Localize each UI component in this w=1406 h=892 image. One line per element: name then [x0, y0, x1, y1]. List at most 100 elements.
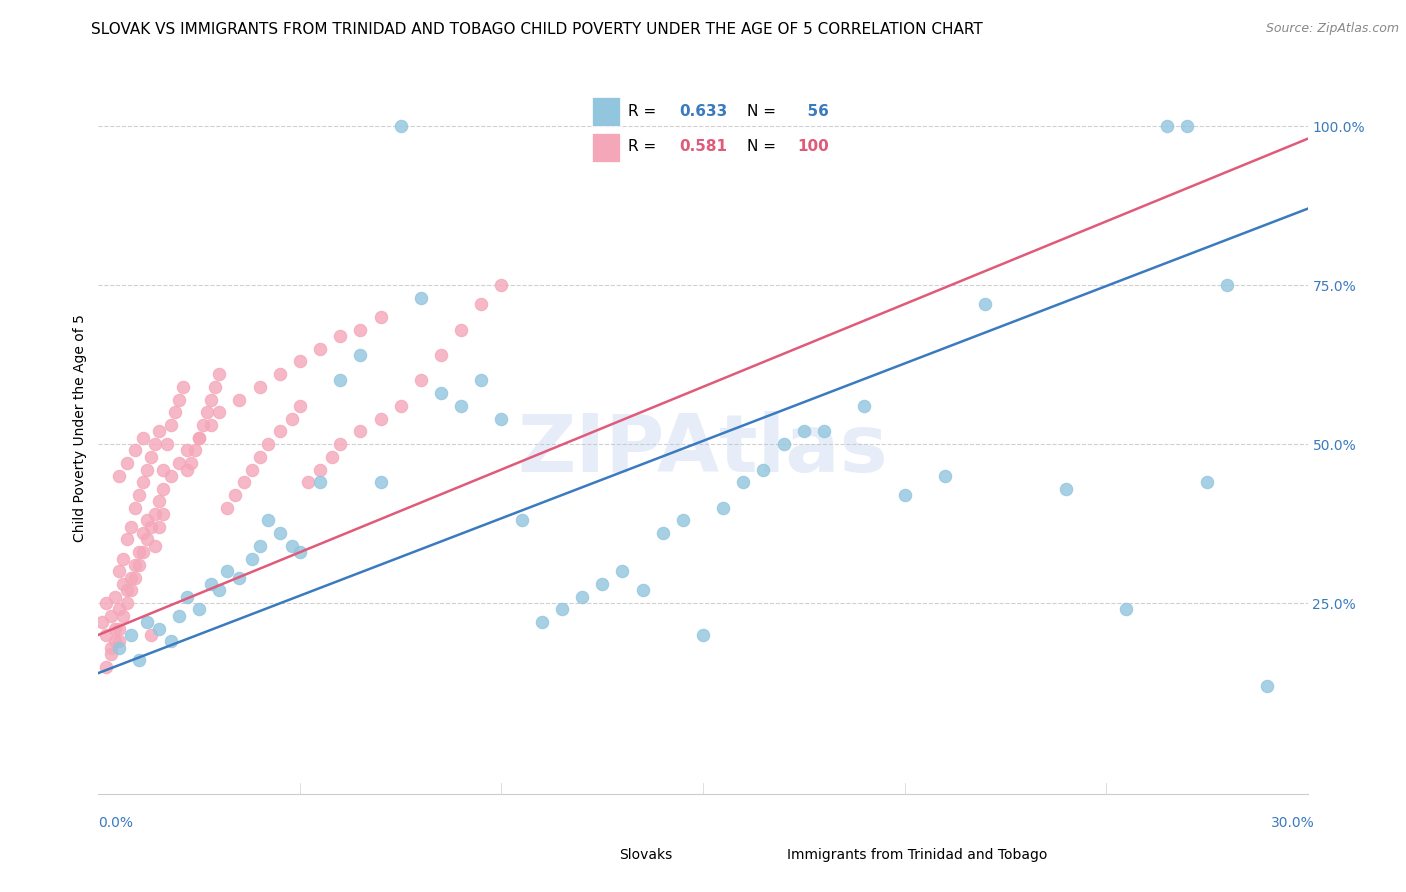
Point — [450, 322, 472, 336]
Point — [269, 367, 291, 381]
Point — [530, 615, 553, 629]
Point — [329, 329, 352, 343]
Point — [172, 380, 194, 394]
Point — [107, 564, 129, 578]
Point — [733, 475, 755, 490]
Point — [450, 399, 472, 413]
Point — [1216, 278, 1239, 293]
Point — [103, 622, 125, 636]
Point — [217, 500, 239, 515]
Point — [208, 405, 231, 419]
Point — [188, 431, 211, 445]
Text: Immigrants from Trinidad and Tobago: Immigrants from Trinidad and Tobago — [787, 847, 1047, 862]
Point — [232, 475, 254, 490]
Point — [135, 513, 157, 527]
Point — [288, 545, 311, 559]
Point — [124, 500, 146, 515]
Point — [491, 278, 513, 293]
Point — [200, 417, 222, 432]
Point — [240, 551, 263, 566]
Point — [107, 640, 129, 655]
Point — [269, 425, 291, 439]
Point — [217, 564, 239, 578]
Point — [491, 411, 513, 425]
Point — [120, 583, 142, 598]
Text: SLOVAK VS IMMIGRANTS FROM TRINIDAD AND TOBAGO CHILD POVERTY UNDER THE AGE OF 5 C: SLOVAK VS IMMIGRANTS FROM TRINIDAD AND T… — [91, 22, 983, 37]
Point — [111, 577, 134, 591]
Point — [176, 462, 198, 476]
Point — [349, 322, 371, 336]
Point — [934, 468, 956, 483]
Point — [1115, 602, 1137, 616]
Point — [470, 374, 492, 388]
Point — [329, 437, 352, 451]
Point — [288, 399, 311, 413]
Point — [167, 608, 190, 623]
Point — [111, 608, 134, 623]
Point — [208, 583, 231, 598]
Point — [103, 590, 125, 604]
Point — [139, 450, 162, 464]
Point — [551, 602, 574, 616]
Point — [409, 374, 432, 388]
Point — [240, 462, 263, 476]
Point — [139, 628, 162, 642]
Point — [224, 488, 246, 502]
Point — [510, 513, 533, 527]
Point — [256, 513, 278, 527]
Point — [672, 513, 695, 527]
Point — [148, 520, 170, 534]
Point — [370, 411, 392, 425]
Point — [813, 425, 835, 439]
Text: 30.0%: 30.0% — [1271, 816, 1315, 830]
Point — [651, 526, 673, 541]
Point — [152, 462, 174, 476]
Point — [156, 437, 179, 451]
Point — [167, 456, 190, 470]
Point — [188, 602, 211, 616]
Point — [288, 354, 311, 368]
Bar — [592, 96, 620, 126]
Point — [309, 475, 332, 490]
Point — [370, 310, 392, 324]
Point — [409, 291, 432, 305]
Point — [180, 456, 202, 470]
Text: 56: 56 — [797, 103, 830, 119]
Point — [692, 628, 714, 642]
Point — [370, 475, 392, 490]
Point — [124, 571, 146, 585]
Point — [107, 468, 129, 483]
Text: 100: 100 — [797, 139, 830, 154]
Point — [111, 551, 134, 566]
Point — [752, 462, 775, 476]
Point — [132, 431, 155, 445]
Point — [148, 494, 170, 508]
Point — [249, 539, 271, 553]
Point — [100, 608, 122, 623]
Point — [103, 634, 125, 648]
Point — [107, 634, 129, 648]
Text: R =: R = — [628, 139, 662, 154]
Point — [132, 526, 155, 541]
Point — [135, 615, 157, 629]
Point — [430, 348, 453, 362]
Point — [612, 564, 634, 578]
Point — [1256, 679, 1278, 693]
Point — [160, 468, 183, 483]
Point — [107, 602, 129, 616]
Point — [91, 615, 114, 629]
Text: 0.581: 0.581 — [679, 139, 727, 154]
Point — [430, 386, 453, 401]
Point — [188, 431, 211, 445]
Point — [96, 596, 118, 610]
Point — [128, 558, 150, 572]
Point — [1156, 119, 1178, 133]
Point — [152, 482, 174, 496]
Point — [470, 297, 492, 311]
Point — [571, 590, 593, 604]
Point — [124, 443, 146, 458]
Point — [297, 475, 319, 490]
Point — [100, 640, 122, 655]
Point — [1195, 475, 1218, 490]
Text: Source: ZipAtlas.com: Source: ZipAtlas.com — [1265, 22, 1399, 36]
